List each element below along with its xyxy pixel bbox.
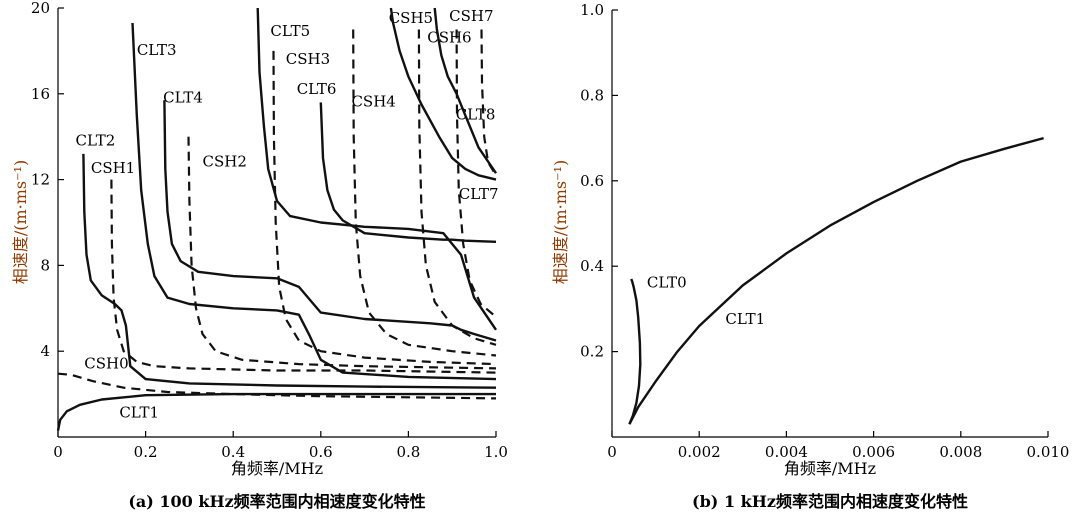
x-axis-label-b: 角频率/MHz bbox=[784, 459, 876, 478]
y-tick-label: 0.4 bbox=[580, 257, 604, 275]
y-tick-label: 8 bbox=[40, 256, 50, 274]
series-clt4-line bbox=[163, 100, 497, 342]
ticks-b: 0 0.002 0.004 0.006 0.008 0.010 0.2 0.4 0.6 0.8 1.… bbox=[580, 1, 1069, 461]
series-csh4-label: CSH4 bbox=[351, 93, 395, 111]
series-clt6-label: CLT6 bbox=[297, 80, 337, 98]
x-tick-label: 1.0 bbox=[484, 443, 508, 461]
series-clt7-line bbox=[389, 7, 497, 181]
axis-frame-a bbox=[57, 8, 496, 438]
y-axis-label-a: 相速度/(m·ms⁻¹) bbox=[11, 160, 30, 284]
y-tick-label: 0.8 bbox=[580, 86, 604, 104]
plot-area-b: CLT0 CLT1 bbox=[628, 136, 1044, 425]
panel-b: 0 0.002 0.004 0.006 0.008 0.010 0.2 0.4 0.6 0.8 1.… bbox=[551, 1, 1069, 511]
series-clt3-line bbox=[131, 22, 497, 381]
axis-frame-b bbox=[611, 10, 1048, 438]
x-tick-label: 0.006 bbox=[852, 443, 895, 461]
series-clt2-label: CLT2 bbox=[76, 131, 116, 149]
series-clt3-label: CLT3 bbox=[137, 41, 177, 59]
series-csh5-line bbox=[417, 29, 497, 346]
y-tick-label: 4 bbox=[40, 342, 50, 360]
series-csh2-label: CSH2 bbox=[203, 153, 247, 171]
series-clt7-label: CLT7 bbox=[459, 185, 499, 203]
x-axis-label-a: 角频率/MHz bbox=[231, 459, 323, 478]
series-csh3-line bbox=[272, 50, 497, 366]
series-csh5-label: CSH5 bbox=[389, 9, 433, 27]
series-clt1-label: CLT1 bbox=[119, 404, 159, 422]
series-clt8-line bbox=[433, 7, 497, 174]
series-csh3-label: CSH3 bbox=[286, 50, 330, 68]
series-clt2-line bbox=[82, 153, 497, 389]
series-clt8-label: CLT8 bbox=[456, 106, 496, 124]
panel-a: 0 0.2 0.4 0.6 0.8 1.0 4 8 12 16 20 CLT1 CSH0 CLT2 CSH… bbox=[11, 0, 508, 511]
series-csh7-label: CSH7 bbox=[449, 7, 493, 25]
ticks-a: 0 0.2 0.4 0.6 0.8 1.0 4 8 12 16 20 bbox=[31, 0, 508, 461]
y-tick-label: 16 bbox=[31, 85, 50, 103]
series-csh0-line bbox=[57, 372, 497, 400]
series-csh1-label: CSH1 bbox=[91, 159, 135, 177]
series-csh6-label: CSH6 bbox=[427, 28, 471, 46]
y-axis-label-b: 相速度/(m·ms⁻¹) bbox=[551, 160, 570, 284]
y-tick-label: 0.2 bbox=[580, 343, 604, 361]
series-clt0-line bbox=[628, 278, 642, 425]
x-tick-label: 0.002 bbox=[678, 443, 721, 461]
plot-area-a: CLT1 CSH0 CLT2 CSH1 CLT3 CLT4 CSH2 CLT5 CSH3 CLT6… bbox=[56, 7, 499, 431]
y-tick-label: 1.0 bbox=[580, 1, 604, 19]
y-tick-label: 0.6 bbox=[580, 172, 604, 190]
x-tick-label: 0.4 bbox=[221, 443, 245, 461]
series-clt4-label: CLT4 bbox=[163, 88, 203, 106]
x-tick-label: 0 bbox=[607, 443, 617, 461]
y-tick-label: 20 bbox=[31, 0, 50, 17]
series-clt5-label: CLT5 bbox=[270, 22, 310, 40]
series-csh1-line bbox=[110, 179, 497, 374]
x-tick-label: 0.008 bbox=[939, 443, 982, 461]
series-clt5-line bbox=[256, 7, 497, 331]
series-clt6-line bbox=[319, 102, 497, 243]
series-clt1-line bbox=[628, 136, 1044, 425]
caption-a: (a) 100 kHz频率范围内相速度变化特性 bbox=[128, 492, 425, 511]
caption-b: (b) 1 kHz频率范围内相速度变化特性 bbox=[692, 492, 968, 511]
x-tick-label: 0.6 bbox=[309, 443, 333, 461]
x-tick-label: 0.2 bbox=[134, 443, 158, 461]
series-csh0-label: CSH0 bbox=[84, 354, 128, 372]
series-csh2-line bbox=[187, 136, 497, 370]
x-tick-label: 0.8 bbox=[396, 443, 420, 461]
x-tick-label: 0.010 bbox=[1027, 443, 1070, 461]
series-csh4-line bbox=[352, 29, 497, 357]
y-tick-label: 12 bbox=[31, 171, 50, 189]
series-csh6-line bbox=[455, 29, 497, 318]
series-clt0-label: CLT0 bbox=[647, 274, 687, 292]
x-tick-label: 0.004 bbox=[765, 443, 808, 461]
series-clt1-label: CLT1 bbox=[725, 310, 765, 328]
x-tick-label: 0 bbox=[53, 443, 63, 461]
series-clt1-line bbox=[56, 392, 496, 431]
